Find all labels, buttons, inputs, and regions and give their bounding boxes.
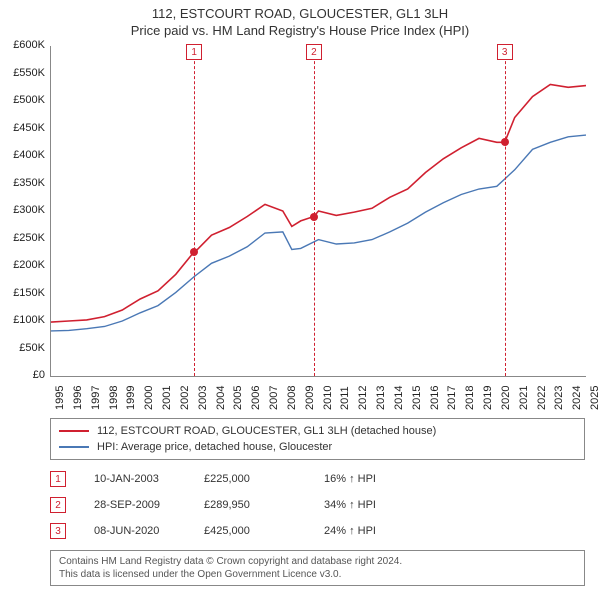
x-tick-label: 1995 (54, 386, 66, 410)
y-tick-label: £450K (1, 122, 45, 134)
y-tick-label: £550K (1, 67, 45, 79)
x-tick-label: 2008 (286, 386, 298, 410)
x-tick-label: 2023 (553, 386, 565, 410)
x-tick-label: 2003 (197, 386, 209, 410)
x-tick-label: 2021 (518, 386, 530, 410)
event-date: 28-SEP-2009 (94, 499, 204, 511)
legend: 112, ESTCOURT ROAD, GLOUCESTER, GL1 3LH … (50, 418, 585, 460)
x-tick-label: 2001 (161, 386, 173, 410)
x-tick-label: 2010 (322, 386, 334, 410)
price-point-marker (310, 213, 318, 221)
x-tick-label: 2017 (446, 386, 458, 410)
x-tick-label: 2007 (268, 386, 280, 410)
y-tick-label: £500K (1, 94, 45, 106)
x-tick-label: 2000 (143, 386, 155, 410)
x-tick-label: 2012 (357, 386, 369, 410)
event-row: 1 10-JAN-2003 £225,000 16% ↑ HPI (50, 466, 585, 492)
x-tick-label: 1998 (108, 386, 120, 410)
title-line-1: 112, ESTCOURT ROAD, GLOUCESTER, GL1 3LH (0, 6, 600, 23)
vertical-marker-line (505, 46, 506, 376)
vertical-marker-line (314, 46, 315, 376)
vertical-marker-box: 3 (497, 44, 513, 60)
x-tick-label: 2020 (500, 386, 512, 410)
y-tick-label: £150K (1, 287, 45, 299)
event-delta: 24% ↑ HPI (324, 525, 376, 537)
price-point-marker (501, 138, 509, 146)
price-point-marker (190, 248, 198, 256)
x-tick-label: 2011 (339, 386, 351, 410)
event-marker-box: 2 (50, 497, 66, 513)
x-tick-label: 1997 (90, 386, 102, 410)
legend-item: 112, ESTCOURT ROAD, GLOUCESTER, GL1 3LH … (59, 423, 576, 439)
vertical-marker-line (194, 46, 195, 376)
y-tick-label: £200K (1, 259, 45, 271)
title-line-2: Price paid vs. HM Land Registry's House … (0, 23, 600, 40)
legend-label: HPI: Average price, detached house, Glou… (97, 441, 332, 453)
events-table: 1 10-JAN-2003 £225,000 16% ↑ HPI 2 28-SE… (50, 466, 585, 544)
y-tick-label: £350K (1, 177, 45, 189)
y-tick-label: £400K (1, 149, 45, 161)
legend-swatch (59, 446, 89, 448)
x-tick-label: 2004 (215, 386, 227, 410)
event-price: £425,000 (204, 525, 324, 537)
event-price: £289,950 (204, 499, 324, 511)
x-tick-label: 2024 (571, 386, 583, 410)
x-tick-label: 2002 (179, 386, 191, 410)
event-price: £225,000 (204, 473, 324, 485)
event-row: 2 28-SEP-2009 £289,950 34% ↑ HPI (50, 492, 585, 518)
chart-svg (51, 46, 586, 376)
legend-item: HPI: Average price, detached house, Glou… (59, 439, 576, 455)
x-tick-label: 2009 (304, 386, 316, 410)
y-tick-label: £50K (1, 342, 45, 354)
x-tick-label: 1996 (72, 386, 84, 410)
x-tick-label: 2014 (393, 386, 405, 410)
x-tick-label: 2006 (250, 386, 262, 410)
event-date: 10-JAN-2003 (94, 473, 204, 485)
x-tick-label: 2005 (232, 386, 244, 410)
event-delta: 34% ↑ HPI (324, 499, 376, 511)
chart-plot-area: 1 2 3 (50, 46, 586, 377)
series-line (51, 85, 586, 323)
x-tick-label: 2018 (464, 386, 476, 410)
y-tick-label: £600K (1, 39, 45, 51)
x-tick-label: 2019 (482, 386, 494, 410)
legend-swatch (59, 430, 89, 432)
series-line (51, 135, 586, 331)
y-tick-label: £0 (1, 369, 45, 381)
x-tick-label: 2015 (411, 386, 423, 410)
y-tick-label: £100K (1, 314, 45, 326)
footer-line-2: This data is licensed under the Open Gov… (59, 568, 576, 581)
vertical-marker-box: 2 (306, 44, 322, 60)
x-tick-label: 2025 (589, 386, 600, 410)
footer-attribution: Contains HM Land Registry data © Crown c… (50, 550, 585, 586)
event-marker-box: 3 (50, 523, 66, 539)
x-tick-label: 2016 (429, 386, 441, 410)
x-tick-label: 1999 (125, 386, 137, 410)
vertical-marker-box: 1 (186, 44, 202, 60)
event-marker-box: 1 (50, 471, 66, 487)
event-date: 08-JUN-2020 (94, 525, 204, 537)
event-row: 3 08-JUN-2020 £425,000 24% ↑ HPI (50, 518, 585, 544)
y-tick-label: £300K (1, 204, 45, 216)
x-tick-label: 2013 (375, 386, 387, 410)
x-tick-label: 2022 (536, 386, 548, 410)
footer-line-1: Contains HM Land Registry data © Crown c… (59, 555, 576, 568)
y-tick-label: £250K (1, 232, 45, 244)
event-delta: 16% ↑ HPI (324, 473, 376, 485)
chart-title: 112, ESTCOURT ROAD, GLOUCESTER, GL1 3LH … (0, 0, 600, 40)
legend-label: 112, ESTCOURT ROAD, GLOUCESTER, GL1 3LH … (97, 425, 436, 437)
